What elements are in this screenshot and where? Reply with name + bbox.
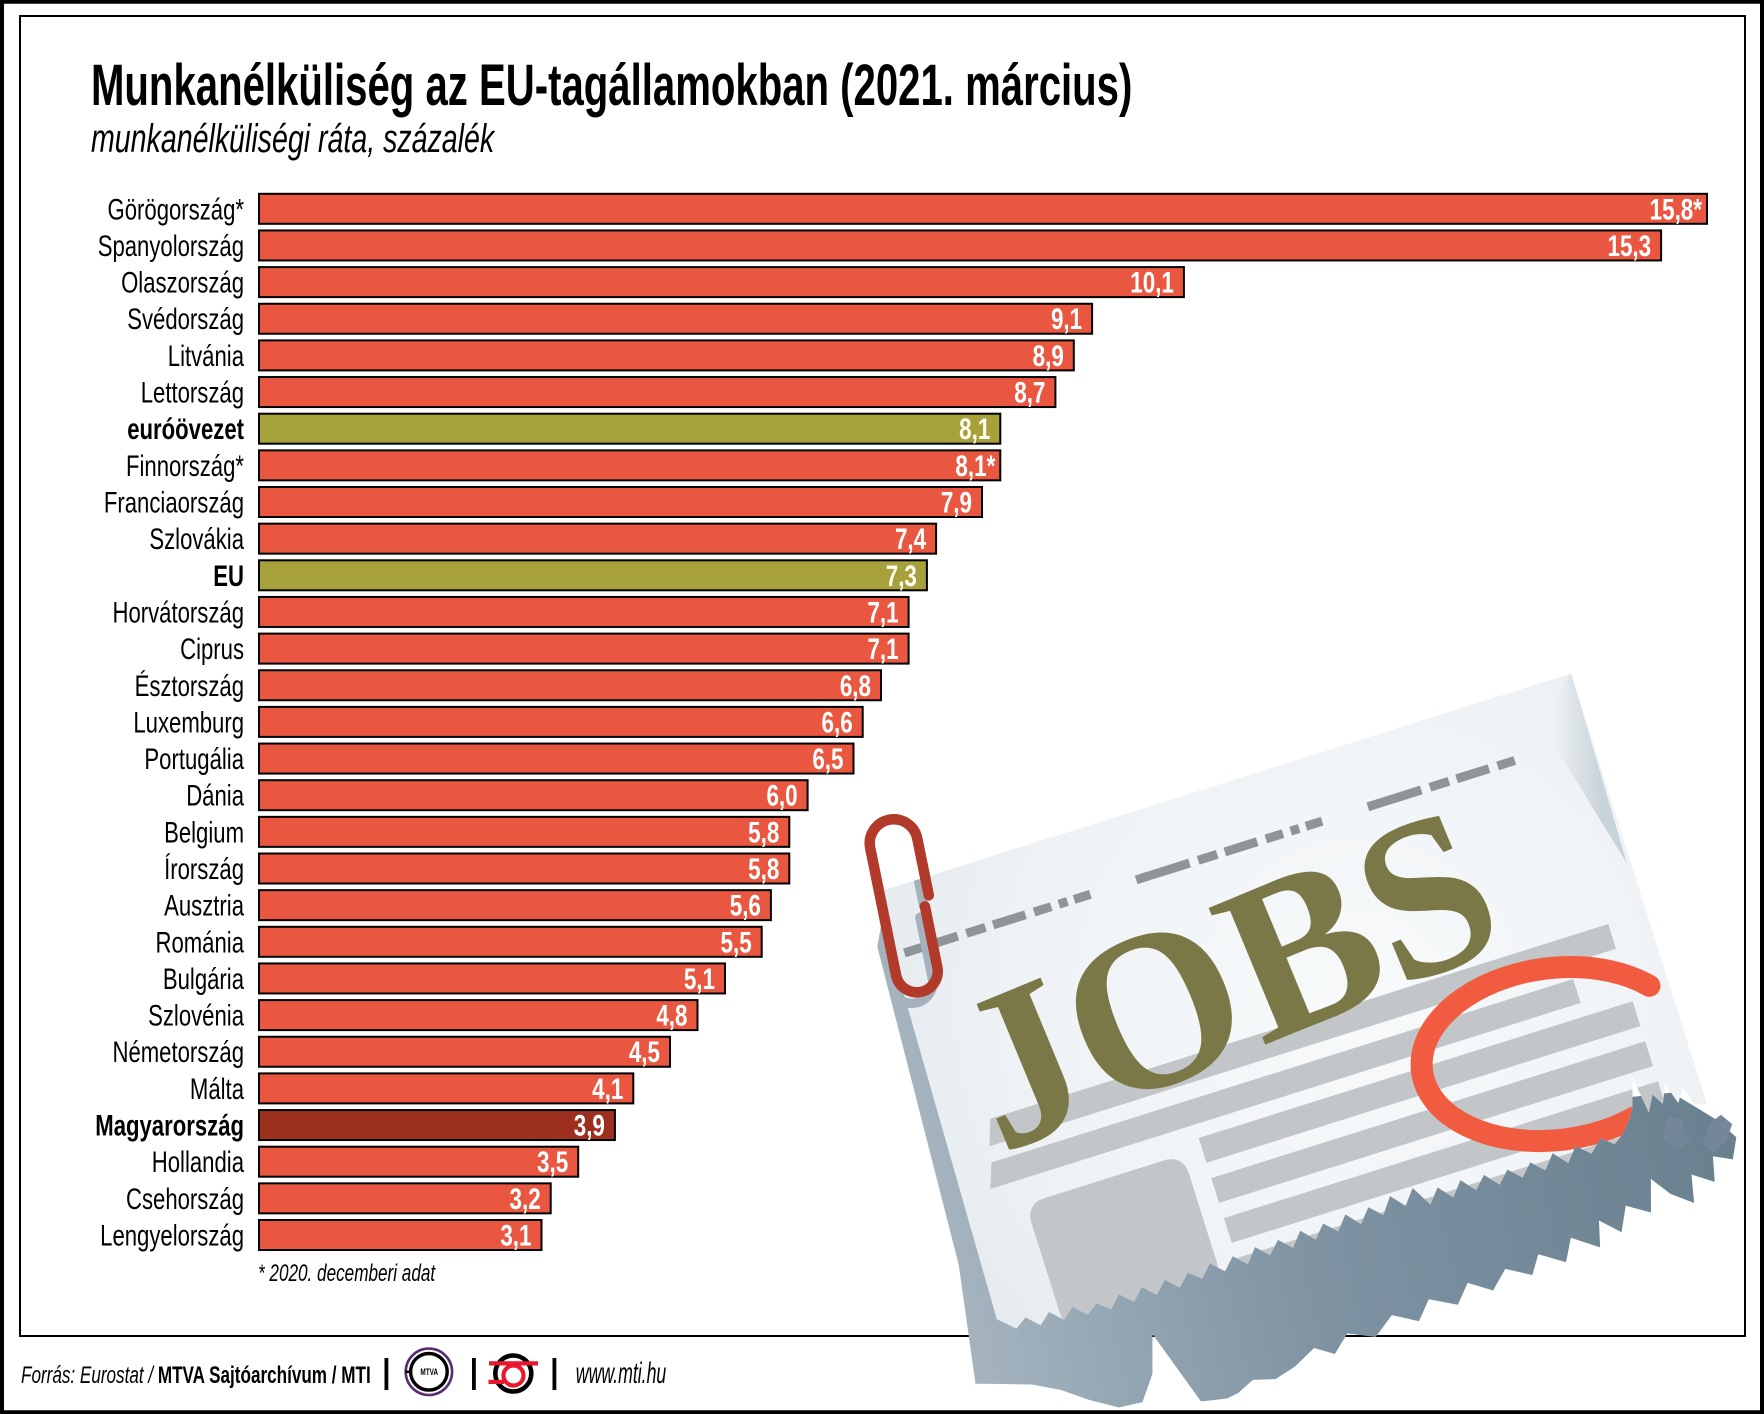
svg-text:Dánia: Dánia [186,779,244,813]
svg-text:Forrás: Eurostat / MTVA Sajtóa: Forrás: Eurostat / MTVA Sajtóarchívum / … [21,1362,371,1388]
svg-text:Portugália: Portugália [144,742,244,776]
svg-text:Munkanélküliség az EU-tagállam: Munkanélküliség az EU-tagállamokban (202… [91,53,1132,118]
svg-text:Ciprus: Ciprus [180,632,244,666]
svg-text:Finnország*: Finnország* [126,449,244,483]
svg-text:EU: EU [213,559,244,593]
svg-text:Olaszország: Olaszország [121,265,244,299]
svg-text:Csehország: Csehország [126,1182,244,1216]
svg-text:6,8: 6,8 [840,669,871,703]
svg-text:Írország: Írország [164,852,244,886]
svg-text:7,1: 7,1 [867,632,898,666]
svg-text:Németország: Németország [112,1035,244,1069]
svg-text:Lettország: Lettország [141,375,244,409]
svg-text:8,9: 8,9 [1033,339,1064,373]
svg-text:4,8: 4,8 [656,999,687,1033]
svg-text:Litvánia: Litvánia [168,339,245,373]
svg-text:3,1: 3,1 [500,1218,531,1252]
svg-text:15,3: 15,3 [1607,229,1651,263]
svg-text:6,0: 6,0 [766,779,797,813]
svg-text:Belgium: Belgium [164,815,244,849]
svg-text:10,1: 10,1 [1130,266,1174,300]
svg-text:7,1: 7,1 [867,595,898,629]
svg-text:Spanyolország: Spanyolország [98,229,244,263]
svg-text:* 2020. decemberi adat: * 2020. decemberi adat [258,1260,436,1287]
svg-text:Bulgária: Bulgária [163,962,245,996]
svg-text:6,6: 6,6 [822,705,853,739]
svg-text:4,1: 4,1 [592,1072,623,1106]
svg-text:3,5: 3,5 [537,1145,568,1179]
svg-text:8,7: 8,7 [1014,376,1045,410]
svg-text:Horvátország: Horvátország [112,595,244,629]
svg-text:Hollandia: Hollandia [152,1145,245,1179]
svg-text:15,8*: 15,8* [1650,192,1703,226]
svg-text:Luxemburg: Luxemburg [133,705,244,739]
svg-text:Franciaország: Franciaország [104,485,244,519]
svg-text:Málta: Málta [190,1072,245,1106]
svg-text:7,3: 7,3 [886,559,917,593]
svg-text:Ausztria: Ausztria [164,889,244,923]
svg-text:7,9: 7,9 [941,485,972,519]
svg-text:8,1*: 8,1* [955,449,996,483]
svg-text:Magyarország: Magyarország [95,1108,244,1142]
svg-text:3,2: 3,2 [510,1182,541,1216]
svg-text:4,5: 4,5 [629,1035,660,1069]
svg-text:7,4: 7,4 [895,522,927,556]
svg-text:6,5: 6,5 [812,742,843,776]
svg-text:5,8: 5,8 [748,815,779,849]
svg-text:Svédország: Svédország [127,302,244,336]
svg-text:8,1: 8,1 [959,412,990,446]
svg-text:Észtország: Észtország [135,669,244,703]
svg-text:3,9: 3,9 [574,1108,605,1142]
svg-text:Lengyelország: Lengyelország [100,1218,244,1252]
svg-text:euróövezet: euróövezet [127,412,244,446]
svg-text:5,1: 5,1 [684,962,715,996]
svg-text:www.mti.hu: www.mti.hu [576,1357,667,1390]
svg-text:5,5: 5,5 [721,925,752,959]
svg-text:Szlovénia: Szlovénia [148,998,244,1032]
svg-text:Szlovákia: Szlovákia [149,522,244,556]
svg-text:Románia: Románia [155,925,244,959]
svg-text:5,6: 5,6 [730,889,761,923]
svg-text:Görögország*: Görögország* [108,192,244,226]
svg-text:munkanélküliségi ráta, százalé: munkanélküliségi ráta, százalék [91,117,496,161]
svg-text:MTVA: MTVA [420,1367,438,1377]
svg-text:5,8: 5,8 [748,852,779,886]
svg-text:9,1: 9,1 [1051,302,1082,336]
